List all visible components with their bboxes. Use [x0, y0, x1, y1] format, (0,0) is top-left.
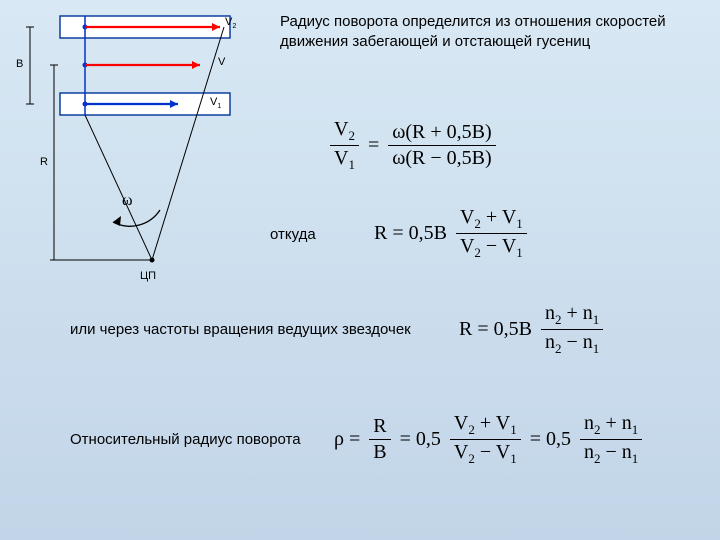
or-freq-label: или через частоты вращения ведущих звезд…	[70, 320, 411, 340]
label-R: R	[40, 156, 48, 168]
formula-R-V: R = 0,5B V2 + V1 V2 − V1	[370, 206, 527, 261]
turning-diagram	[0, 0, 260, 300]
rel-radius-label: Относительный радиус поворота	[70, 430, 301, 450]
label-CP: ЦП	[140, 270, 156, 282]
formula-R-n: R = 0,5B n2 + n1 n2 − n1	[455, 302, 603, 357]
label-omega: ω	[122, 192, 133, 210]
label-V1: V1	[210, 96, 221, 110]
label-V2: V2	[225, 16, 236, 30]
main-description: Радиус поворота определится из отношения…	[280, 12, 700, 51]
formula-ratio: V2 V1 = ω(R + 0,5B) ω(R − 0,5B)	[330, 118, 496, 173]
whence-label: откуда	[270, 225, 316, 245]
formula-rho: ρ = R B = 0,5 V2 + V1 V2 − V1 = 0,5 n2 +…	[330, 412, 642, 467]
label-V: V	[218, 56, 225, 68]
label-B: B	[16, 58, 23, 70]
